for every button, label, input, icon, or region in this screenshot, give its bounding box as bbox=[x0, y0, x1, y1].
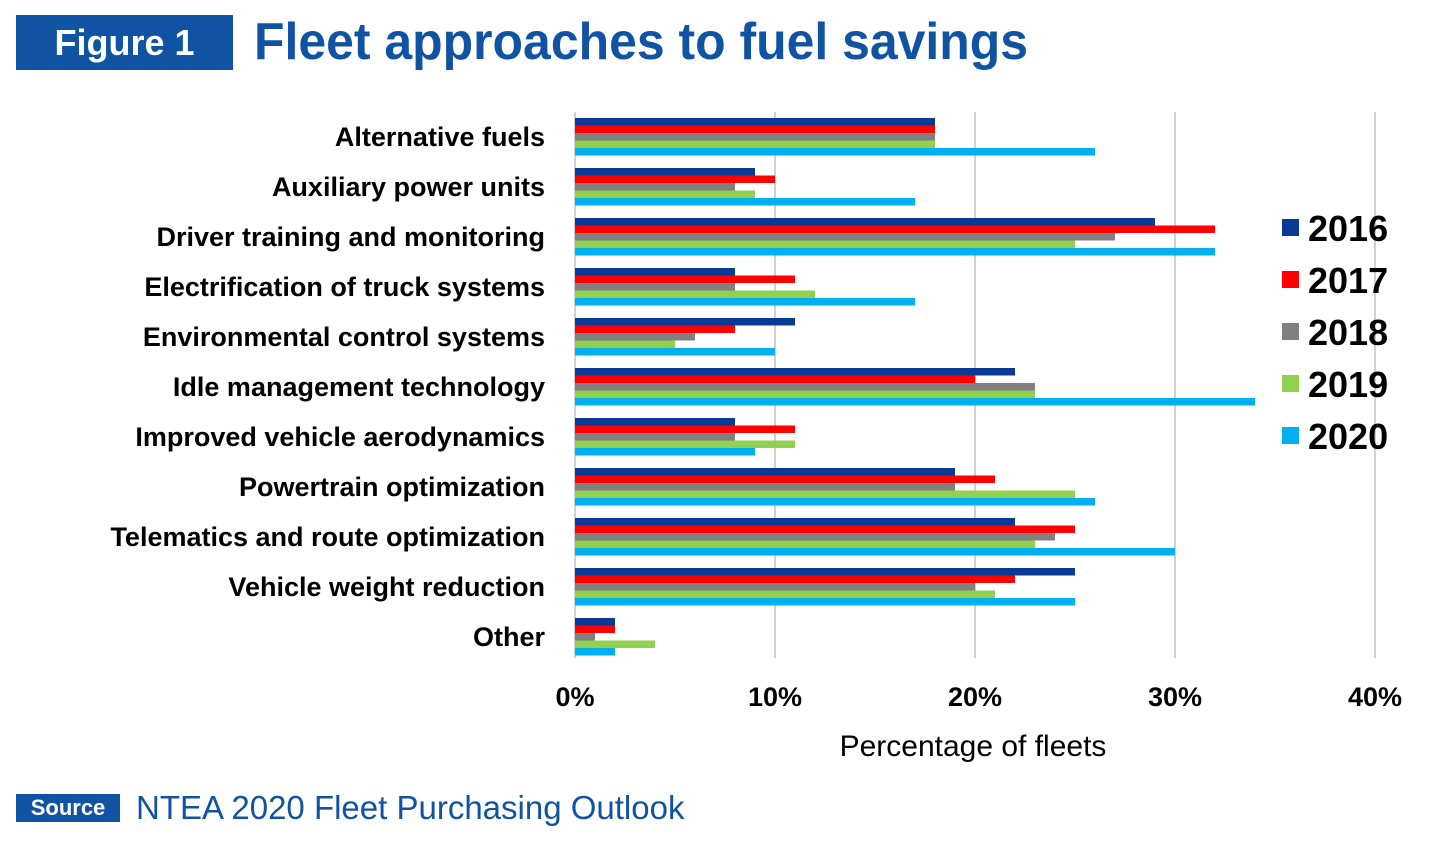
bar-2016 bbox=[575, 168, 755, 176]
bar-2020 bbox=[575, 598, 1075, 606]
bar-2020 bbox=[575, 548, 1175, 556]
x-axis-title: Percentage of fleets bbox=[840, 730, 1107, 763]
x-tick-label: 20% bbox=[948, 682, 1002, 712]
bar-2018 bbox=[575, 283, 735, 291]
bar-2016 bbox=[575, 368, 1015, 376]
category-label: Other bbox=[473, 622, 546, 652]
category-label: Environmental control systems bbox=[143, 322, 545, 352]
bar-2020 bbox=[575, 398, 1255, 406]
bar-2018 bbox=[575, 633, 595, 641]
bar-2018 bbox=[575, 483, 955, 491]
category-label: Driver training and monitoring bbox=[156, 222, 545, 252]
bar-2017 bbox=[575, 575, 1015, 583]
legend-label-2019: 2019 bbox=[1308, 364, 1388, 405]
bar-2020 bbox=[575, 298, 915, 306]
bar-2017 bbox=[575, 275, 795, 283]
bar-2017 bbox=[575, 525, 1075, 533]
bar-2017 bbox=[575, 325, 735, 333]
bar-2020 bbox=[575, 498, 1095, 506]
category-label: Electrification of truck systems bbox=[144, 272, 545, 302]
legend-label-2018: 2018 bbox=[1308, 312, 1388, 353]
bar-2016 bbox=[575, 268, 735, 276]
legend-swatch-2020 bbox=[1282, 427, 1299, 444]
bar-2019 bbox=[575, 540, 1035, 548]
legend-label-2016: 2016 bbox=[1308, 208, 1388, 249]
x-tick-label: 30% bbox=[1148, 682, 1202, 712]
legend-swatch-2017 bbox=[1282, 271, 1299, 288]
bar-2020 bbox=[575, 148, 1095, 156]
bar-2019 bbox=[575, 240, 1075, 248]
chart-title: Fleet approaches to fuel savings bbox=[254, 13, 1028, 71]
bar-2020 bbox=[575, 348, 775, 356]
x-tick-label: 10% bbox=[748, 682, 802, 712]
category-label: Improved vehicle aerodynamics bbox=[135, 422, 545, 452]
bar-2016 bbox=[575, 618, 615, 626]
category-label: Idle management technology bbox=[173, 372, 545, 402]
bar-2018 bbox=[575, 233, 1115, 241]
legend-swatch-2019 bbox=[1282, 375, 1299, 392]
bar-2016 bbox=[575, 568, 1075, 576]
bar-2018 bbox=[575, 533, 1055, 541]
bar-2017 bbox=[575, 475, 995, 483]
bar-2018 bbox=[575, 583, 975, 591]
category-label: Auxiliary power units bbox=[272, 172, 545, 202]
category-label: Powertrain optimization bbox=[239, 472, 545, 502]
bar-2017 bbox=[575, 625, 615, 633]
bar-2016 bbox=[575, 468, 955, 476]
bar-2019 bbox=[575, 290, 815, 298]
legend-label-2020: 2020 bbox=[1308, 416, 1388, 457]
bar-2017 bbox=[575, 375, 975, 383]
bar-2019 bbox=[575, 140, 935, 148]
bar-2020 bbox=[575, 448, 755, 456]
bar-2016 bbox=[575, 318, 795, 326]
bar-2017 bbox=[575, 225, 1215, 233]
bar-2019 bbox=[575, 390, 1035, 398]
bar-2017 bbox=[575, 175, 775, 183]
bar-2016 bbox=[575, 418, 735, 426]
bar-2019 bbox=[575, 190, 755, 198]
legend-label-2017: 2017 bbox=[1308, 260, 1388, 301]
bar-2020 bbox=[575, 648, 615, 656]
x-tick-label: 0% bbox=[555, 682, 594, 712]
bar-2020 bbox=[575, 198, 915, 206]
bar-2017 bbox=[575, 425, 795, 433]
source-label: Source bbox=[16, 794, 120, 822]
source-text: NTEA 2020 Fleet Purchasing Outlook bbox=[136, 789, 685, 826]
bar-2016 bbox=[575, 118, 935, 126]
x-tick-label: 40% bbox=[1348, 682, 1402, 712]
legend-swatch-2018 bbox=[1282, 323, 1299, 340]
category-label: Alternative fuels bbox=[335, 122, 545, 152]
bar-2020 bbox=[575, 248, 1215, 256]
category-label: Telematics and route optimization bbox=[110, 522, 545, 552]
legend-swatch-2016 bbox=[1282, 219, 1299, 236]
bar-2016 bbox=[575, 518, 1015, 526]
bar-2018 bbox=[575, 383, 1035, 391]
bar-2019 bbox=[575, 490, 1075, 498]
bar-2019 bbox=[575, 340, 675, 348]
bar-2017 bbox=[575, 125, 935, 133]
category-label: Vehicle weight reduction bbox=[228, 572, 545, 602]
bar-2018 bbox=[575, 333, 695, 341]
bar-2019 bbox=[575, 590, 995, 598]
bar-2016 bbox=[575, 218, 1155, 226]
figure-label: Figure 1 bbox=[16, 15, 233, 70]
bar-2019 bbox=[575, 440, 795, 448]
bar-2018 bbox=[575, 183, 735, 191]
bar-2018 bbox=[575, 133, 935, 141]
bar-2018 bbox=[575, 433, 735, 441]
bar-2019 bbox=[575, 640, 655, 648]
